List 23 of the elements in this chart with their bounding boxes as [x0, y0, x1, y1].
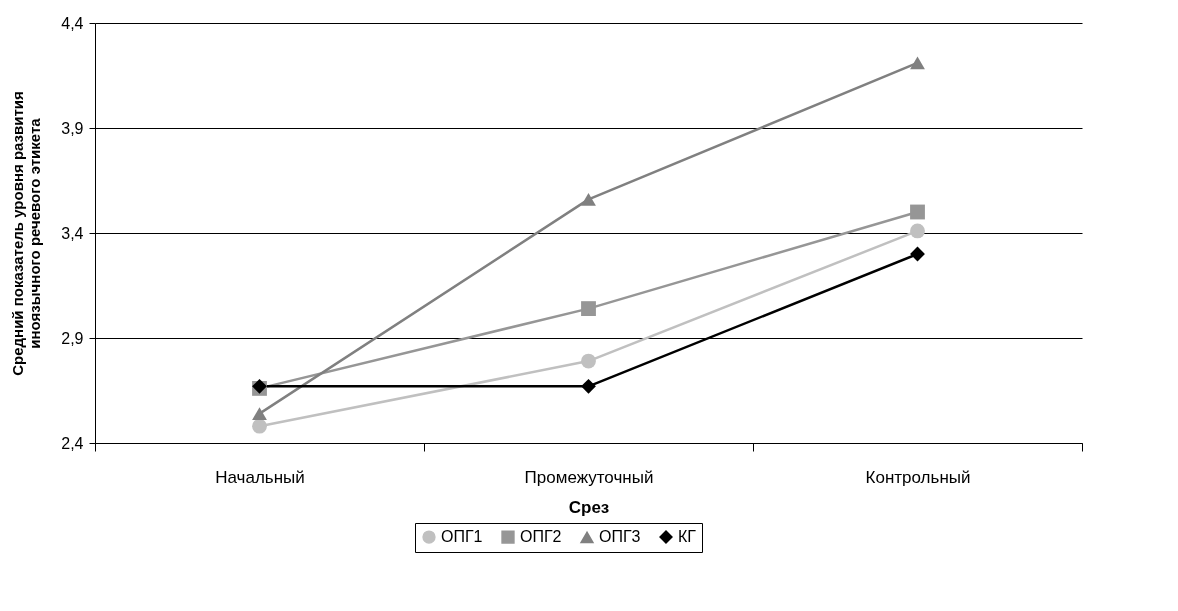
- point: [581, 192, 596, 206]
- point: [252, 418, 267, 434]
- point: [252, 407, 267, 421]
- legend-label: ОПГ3: [599, 528, 641, 546]
- y-tick-label: 2,4: [61, 434, 84, 452]
- x-tick-label: Контрольный: [865, 467, 971, 487]
- point: [910, 223, 925, 239]
- x-tick-label: Промежуточный: [524, 467, 654, 487]
- point: [910, 56, 925, 70]
- y-tick-label: 2,9: [61, 329, 84, 347]
- y-tick-label: 3,9: [61, 119, 84, 137]
- y-tick-label: 4,4: [61, 14, 84, 32]
- point: [581, 353, 596, 369]
- y-axis-title: Средний показатель уровня развития иноязычного речевого этикета: [9, 91, 44, 376]
- point: [910, 204, 925, 220]
- x-axis-title: Срез: [568, 497, 610, 517]
- y-tick-label: 3,4: [61, 224, 84, 242]
- legend-label: ОПГ1: [441, 528, 483, 546]
- point: [581, 378, 596, 394]
- x-tick-label: Начальный: [215, 467, 305, 487]
- point: [581, 301, 596, 317]
- legend-label: ОПГ2: [520, 528, 562, 546]
- legend-label: КГ: [678, 528, 697, 546]
